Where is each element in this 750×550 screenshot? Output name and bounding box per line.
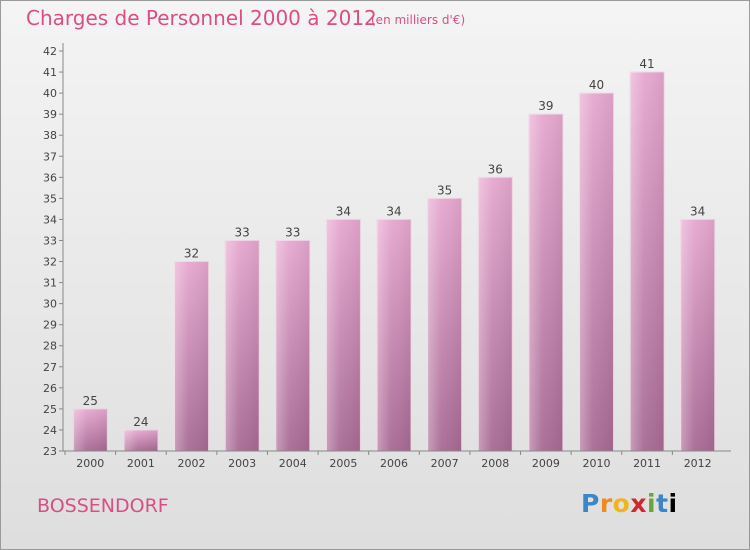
town-name: BOSSENDORF (37, 495, 169, 517)
bar-value-label: 36 (488, 162, 503, 176)
y-tick-label: 24 (43, 424, 57, 437)
bar-shine-2008 (478, 177, 512, 451)
bar-shine-2001 (124, 430, 158, 451)
y-tick-label: 36 (43, 171, 57, 184)
x-tick-label: 2008 (481, 457, 509, 470)
x-tick-label: 2001 (127, 457, 155, 470)
bar-shine-2011 (630, 72, 664, 451)
bar-shine-2009 (529, 114, 563, 451)
x-tick-label: 2004 (279, 457, 307, 470)
x-tick-label: 2003 (228, 457, 256, 470)
bar-value-label: 39 (538, 99, 553, 113)
bar-value-label: 25 (83, 394, 98, 408)
x-tick-label: 2006 (380, 457, 408, 470)
bar-value-label: 33 (235, 225, 250, 239)
y-tick-label: 23 (43, 445, 57, 458)
y-tick-label: 38 (43, 129, 57, 142)
x-tick-label: 2012 (684, 457, 712, 470)
y-tick-label: 25 (43, 403, 57, 416)
bar-shine-2002 (175, 262, 209, 451)
y-tick-label: 39 (43, 108, 57, 121)
bar-shine-2003 (225, 240, 259, 451)
x-tick-label: 2011 (633, 457, 661, 470)
x-axis: 2000 2001 2002 2003 2004 2005 2006 2007 2008 2009… (63, 451, 731, 470)
bar-value-label: 24 (133, 415, 148, 429)
bar-shine-2005 (326, 219, 360, 451)
x-tick-label: 2002 (178, 457, 206, 470)
y-tick-label: 30 (43, 298, 57, 311)
bar-value-label: 34 (386, 204, 401, 218)
y-tick-label: 34 (43, 213, 57, 226)
x-tick-label: 2000 (76, 457, 104, 470)
y-tick-label: 27 (43, 361, 57, 374)
bar-shine-2006 (377, 219, 411, 451)
bar-value-label: 33 (285, 225, 300, 239)
bar-shine-2007 (428, 198, 462, 451)
y-tick-label: 35 (43, 192, 57, 205)
x-tick-label: 2010 (582, 457, 610, 470)
y-tick-label: 28 (43, 340, 57, 353)
proxiti-logo[interactable]: Proxiti (581, 489, 678, 518)
y-tick-label: 32 (43, 256, 57, 269)
bar-value-label: 35 (437, 183, 452, 197)
y-tick-label: 40 (43, 87, 57, 100)
bars: 25 24 32 33 33 34 34 35 36 39 40 41 34 (73, 57, 714, 451)
bar-shine-2004 (276, 240, 310, 451)
bar-value-label: 34 (690, 204, 705, 218)
y-tick-label: 42 (43, 45, 57, 58)
y-tick-label: 33 (43, 234, 57, 247)
bar-shine-2000 (73, 409, 107, 451)
x-tick-label: 2005 (329, 457, 357, 470)
bar-value-label: 41 (639, 57, 654, 71)
bar-value-label: 40 (589, 78, 604, 92)
x-tick-label: 2009 (532, 457, 560, 470)
y-axis: 23 24 25 26 27 28 29 30 31 32 33 34 35 36 37 38 39 40 41 42 (43, 43, 63, 458)
x-tick-label: 2007 (431, 457, 459, 470)
bar-shine-2012 (681, 219, 715, 451)
y-tick-label: 26 (43, 382, 57, 395)
y-tick-label: 37 (43, 150, 57, 163)
y-tick-label: 29 (43, 319, 57, 332)
y-tick-label: 41 (43, 66, 57, 79)
bar-value-label: 32 (184, 247, 199, 261)
bar-value-label: 34 (336, 204, 351, 218)
y-tick-label: 31 (43, 277, 57, 290)
bar-shine-2010 (579, 93, 613, 451)
